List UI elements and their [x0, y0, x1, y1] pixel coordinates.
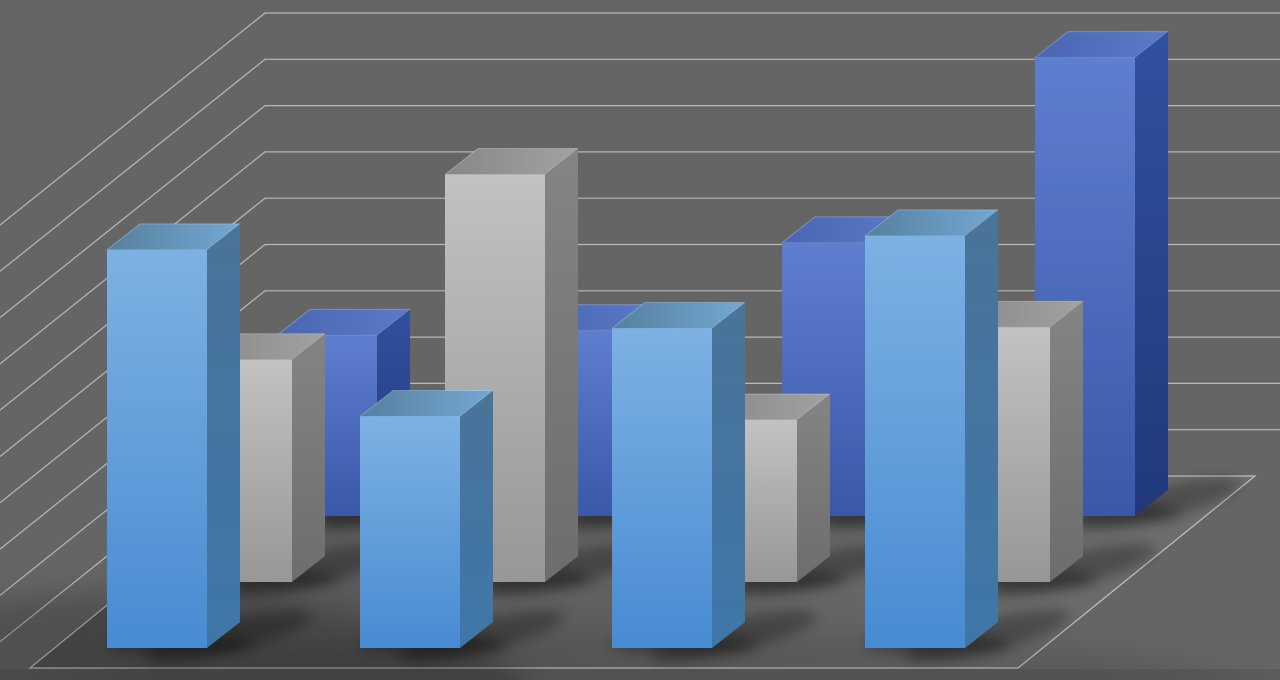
bar-side-face — [965, 209, 998, 648]
bar-light-blue-group-3 — [610, 302, 817, 662]
gridline — [0, 12, 1280, 226]
bar-light-blue-group-4 — [863, 209, 1070, 662]
bar-front-face — [865, 235, 965, 648]
bar-side-face — [292, 333, 325, 582]
bar-side-face — [460, 390, 493, 648]
bar-side-face — [207, 223, 240, 648]
gridline — [0, 104, 1280, 319]
bar-side-face — [712, 302, 745, 648]
bar-side-face — [545, 148, 578, 582]
gridline — [0, 151, 1280, 365]
bar-light-blue-group-1 — [105, 223, 312, 662]
bar-front-face — [612, 328, 712, 648]
bar-side-face — [1050, 301, 1083, 582]
bar-row-light-blue — [105, 209, 1070, 662]
gridline — [0, 58, 1280, 272]
bar-side-face — [797, 393, 830, 582]
bar-front-face — [107, 249, 207, 648]
bar-front-face — [360, 416, 460, 648]
gridline — [0, 197, 1280, 411]
bar-light-blue-group-2 — [358, 390, 565, 662]
bar-side-face — [1135, 31, 1168, 516]
